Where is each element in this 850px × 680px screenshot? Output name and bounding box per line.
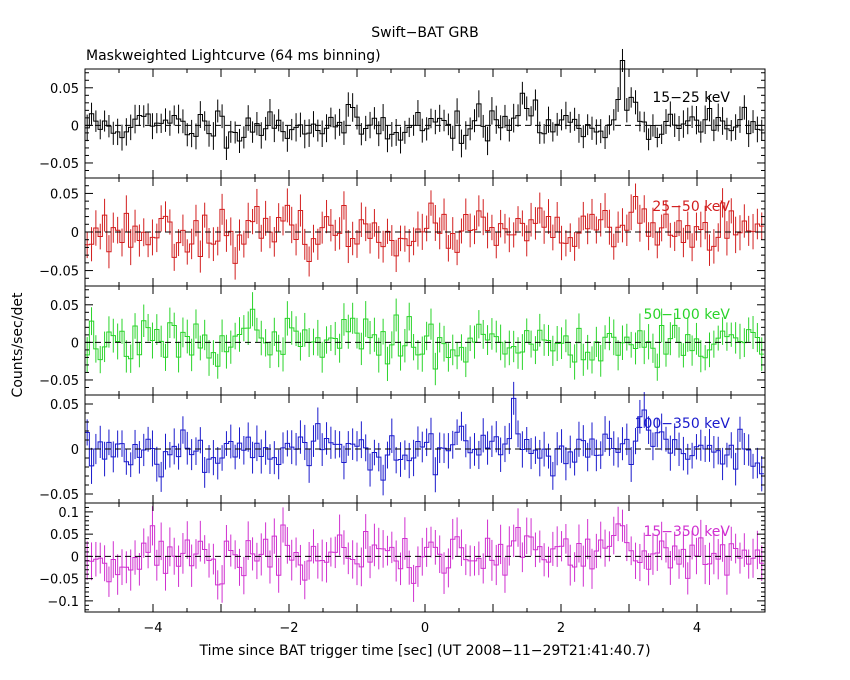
y-axis-label: Counts/sec/det (10, 292, 26, 397)
y-tick-label: −0.05 (39, 488, 79, 503)
y-tick-label: 0 (71, 336, 79, 351)
chart-title: Swift−BAT GRB (371, 25, 478, 41)
x-tick-label: −4 (143, 621, 162, 636)
chart-subtitle: Maskweighted Lightcurve (64 ms binning) (86, 48, 381, 64)
panel-5: −0.1 −0.05 0 0.05 0.1 15−350 keV (39, 502, 766, 613)
x-tick-label: −2 (279, 621, 298, 636)
panel-3: −0.05 0 0.05 50−100 keV (39, 285, 766, 396)
y-tick-label: 0.05 (50, 528, 79, 543)
x-tick-label: 4 (693, 621, 701, 636)
y-tick-label: −0.05 (39, 573, 79, 588)
panel-energy-label: 50−100 keV (643, 307, 730, 323)
y-tick-label: −0.05 (39, 374, 79, 389)
panel-1: −0.05 0 0.05 15−25 keV (39, 48, 766, 179)
x-tick-label: 2 (557, 621, 565, 636)
panel-energy-label: 100−350 keV (635, 416, 731, 432)
series-line (85, 196, 764, 264)
y-tick-label: 0 (71, 550, 79, 565)
y-tick-label: 0.1 (58, 506, 79, 521)
panel-2: −0.05 0 0.05 25−50 keV (39, 177, 766, 287)
y-tick-label: 0 (71, 226, 79, 241)
y-tick-label: 0 (71, 119, 79, 134)
y-tick-label: 0.05 (50, 299, 79, 314)
series-line (85, 397, 764, 481)
y-tick-label: 0.05 (50, 187, 79, 202)
panel-4: −0.05 0 0.05 100−350 keV (39, 381, 766, 504)
y-tick-label: 0.05 (50, 82, 79, 97)
y-tick-label: −0.1 (47, 595, 79, 610)
y-tick-label: 0 (71, 443, 79, 458)
series-line (85, 59, 764, 149)
y-tick-label: −0.05 (39, 265, 79, 280)
x-tick-label: 0 (421, 621, 429, 636)
panel-energy-label: 15−350 keV (643, 524, 730, 540)
y-tick-label: 0.05 (50, 398, 79, 413)
y-tick-label: −0.05 (39, 157, 79, 172)
series-line (85, 523, 764, 586)
panel-energy-label: 15−25 keV (652, 90, 730, 106)
panel-energy-label: 25−50 keV (652, 199, 730, 215)
x-axis-label: Time since BAT trigger time [sec] (UT 20… (198, 643, 650, 659)
